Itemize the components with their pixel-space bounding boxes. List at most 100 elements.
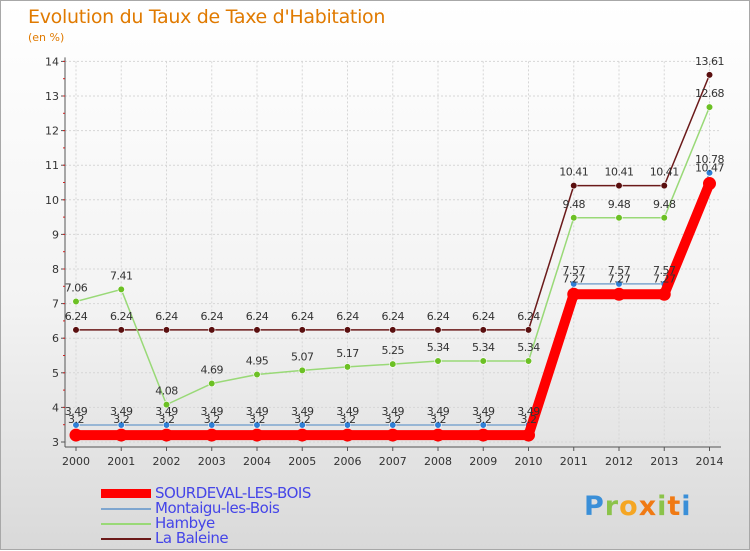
data-point	[657, 287, 671, 301]
data-label: 3.49	[201, 405, 224, 418]
data-label: 5.34	[472, 341, 495, 354]
data-label: 10.41	[650, 166, 679, 179]
y-tick-label: 13	[45, 90, 59, 103]
data-point	[162, 401, 171, 409]
data-point	[522, 428, 535, 442]
data-label: 3.49	[336, 405, 359, 418]
series-layer	[69, 71, 716, 442]
data-point	[431, 428, 445, 442]
data-label: 3.2	[294, 413, 310, 426]
data-point	[389, 421, 397, 429]
data-point	[253, 421, 261, 429]
data-label: 7.27	[653, 272, 676, 285]
data-label: 6.24	[291, 310, 314, 323]
data-label: 10.41	[559, 166, 588, 179]
logo-letter: r	[604, 491, 620, 522]
data-label: 10.78	[695, 153, 724, 166]
data-point	[705, 71, 714, 79]
data-label: 3.2	[159, 413, 175, 426]
data-point	[434, 326, 442, 334]
data-label: 10.41	[605, 166, 634, 179]
data-point	[479, 357, 487, 365]
data-label: 3.49	[517, 405, 540, 418]
data-point	[72, 326, 80, 334]
data-point	[253, 370, 261, 379]
x-tick-label: 2014	[696, 455, 724, 468]
data-point	[72, 421, 80, 429]
data-label: 6.24	[517, 310, 540, 323]
data-point	[250, 428, 264, 442]
data-label: 6.24	[155, 310, 178, 323]
data-label: 3.2	[249, 413, 265, 426]
data-point	[389, 326, 397, 334]
data-label: 3.2	[113, 413, 129, 426]
data-point	[570, 182, 578, 190]
data-point	[389, 360, 397, 368]
y-tick-label: 12	[45, 125, 59, 138]
data-label: 3.49	[110, 405, 133, 418]
legend-swatch	[101, 523, 151, 525]
data-label: 5.07	[291, 350, 314, 363]
x-tick-label: 2007	[379, 455, 407, 468]
data-point	[72, 297, 80, 306]
data-label: 3.2	[521, 413, 537, 426]
data-label: 10.47	[695, 162, 724, 175]
data-label: 6.24	[201, 310, 224, 323]
logo-letter: i	[681, 491, 692, 522]
data-point	[660, 182, 668, 190]
data-label: 6.24	[472, 310, 495, 323]
y-tick-label: 5	[52, 367, 59, 380]
y-tick-label: 9	[52, 228, 59, 241]
data-label: 6.24	[110, 310, 133, 323]
x-tick-label: 2010	[515, 455, 543, 468]
data-label: 6.24	[427, 310, 450, 323]
y-tick-label: 14	[45, 55, 59, 68]
data-point	[69, 428, 83, 442]
data-point	[208, 421, 216, 429]
legend-label: La Baleine	[155, 529, 229, 547]
y-tick-label: 11	[45, 159, 59, 172]
data-point	[479, 326, 487, 334]
data-labels: 6.24 6.24 6.24 6.24 6.24 6.24 6.24 6.24 6.24 6.24…	[65, 55, 725, 426]
data-label: 9.48	[563, 198, 586, 211]
data-label: 7.57	[653, 264, 676, 277]
logo-letter: t	[667, 491, 682, 522]
data-label: 3.2	[430, 413, 446, 426]
data-label: 5.25	[382, 344, 405, 357]
data-point	[117, 326, 125, 334]
data-label: 6.24	[65, 310, 88, 323]
data-label: 5.34	[427, 341, 450, 354]
data-point	[114, 428, 128, 442]
data-label: 3.2	[340, 413, 356, 426]
data-point	[298, 366, 306, 374]
axes: 3 4 5 6 7 8 9 10 11 12 13 14 2000 2001 2002 2003 2004 200…	[45, 55, 724, 468]
x-tick-label: 2005	[288, 455, 316, 468]
data-label: 3.2	[204, 413, 220, 426]
data-point	[703, 177, 716, 191]
data-point	[208, 326, 216, 334]
x-tick-label: 2012	[605, 455, 633, 468]
data-point	[434, 421, 442, 429]
y-tick-label: 6	[52, 332, 59, 345]
data-label: 3.2	[385, 413, 401, 426]
data-point	[208, 379, 216, 388]
x-tick-label: 2008	[424, 455, 452, 468]
chart-title: Evolution du Taux de Taxe d'Habitation	[28, 6, 386, 28]
data-point	[615, 280, 623, 288]
data-point	[705, 169, 714, 177]
legend-swatch	[101, 508, 151, 510]
data-label: 7.57	[563, 264, 586, 277]
x-tick-label: 2011	[560, 455, 588, 468]
data-point	[253, 326, 261, 334]
data-point	[205, 428, 219, 442]
data-point	[341, 428, 354, 442]
data-point	[524, 357, 533, 365]
data-label: 7.27	[563, 272, 586, 285]
x-tick-label: 2013	[650, 455, 678, 468]
y-tick-label: 8	[52, 263, 59, 276]
data-label: 6.24	[382, 310, 405, 323]
data-label: 4.69	[201, 364, 224, 377]
data-point	[343, 326, 352, 334]
